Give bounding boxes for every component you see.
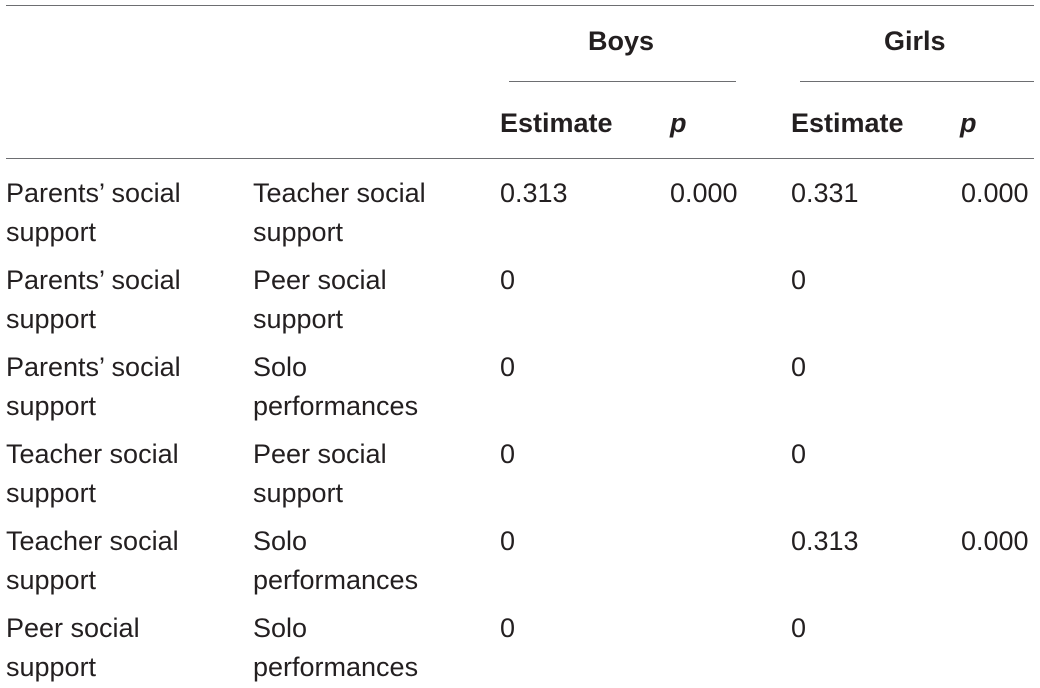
girls-group-rule: [800, 81, 1034, 82]
row-variable-1-line: Parents’ social: [6, 265, 181, 295]
row-variable-1-line: support: [6, 391, 97, 421]
girls-p-cell: 0.000: [961, 178, 1029, 208]
boys-estimate-cell: 0: [500, 265, 516, 295]
row-variable-2-line: support: [253, 478, 344, 508]
girls-p-cell: 0.000: [961, 526, 1029, 556]
girls-estimate-cell: 0: [791, 439, 807, 469]
row-variable-2-line: support: [253, 217, 344, 247]
boys-p-header: p: [670, 108, 687, 138]
row-variable-2-line: support: [253, 304, 344, 334]
girls-group-header: Girls: [884, 26, 946, 56]
boys-group-header: Boys: [588, 26, 655, 56]
girls-estimate-cell: 0: [791, 613, 807, 643]
boys-estimate-header: Estimate: [500, 108, 613, 138]
row-variable-1-line: Parents’ social: [6, 178, 181, 208]
row-variable-2-line: performances: [253, 652, 419, 682]
row-variable-1-line: Peer social: [6, 613, 140, 643]
girls-estimate-cell: 0.313: [791, 526, 859, 556]
boys-estimate-cell: 0: [500, 352, 516, 382]
girls-estimate-header: Estimate: [791, 108, 904, 138]
row-variable-2-line: Solo: [253, 352, 308, 382]
row-variable-1-line: Teacher social: [6, 526, 179, 556]
row-variable-2-line: performances: [253, 391, 419, 421]
row-variable-1-line: support: [6, 304, 97, 334]
row-variable-1-line: Parents’ social: [6, 352, 181, 382]
boys-estimate-cell: 0: [500, 613, 516, 643]
row-variable-1-line: support: [6, 565, 97, 595]
header-bottom-rule: [6, 158, 1034, 159]
row-variable-1-line: support: [6, 652, 97, 682]
boys-group-rule: [509, 81, 736, 82]
row-variable-2-line: Peer social: [253, 439, 387, 469]
boys-estimate-cell: 0: [500, 526, 516, 556]
row-variable-1-line: Teacher social: [6, 439, 179, 469]
row-variable-1-line: support: [6, 217, 97, 247]
girls-estimate-cell: 0: [791, 265, 807, 295]
row-variable-2-line: Teacher social: [253, 178, 426, 208]
girls-estimate-cell: 0.331: [791, 178, 859, 208]
boys-p-cell: 0.000: [670, 178, 738, 208]
boys-estimate-cell: 0: [500, 439, 516, 469]
girls-p-header: p: [960, 108, 977, 138]
boys-estimate-cell: 0.313: [500, 178, 568, 208]
row-variable-2-line: Peer social: [253, 265, 387, 295]
row-variable-2-line: Solo: [253, 613, 308, 643]
girls-estimate-cell: 0: [791, 352, 807, 382]
table-top-rule: [6, 5, 1034, 6]
row-variable-1-line: support: [6, 478, 97, 508]
row-variable-2-line: Solo: [253, 526, 308, 556]
row-variable-2-line: performances: [253, 565, 419, 595]
